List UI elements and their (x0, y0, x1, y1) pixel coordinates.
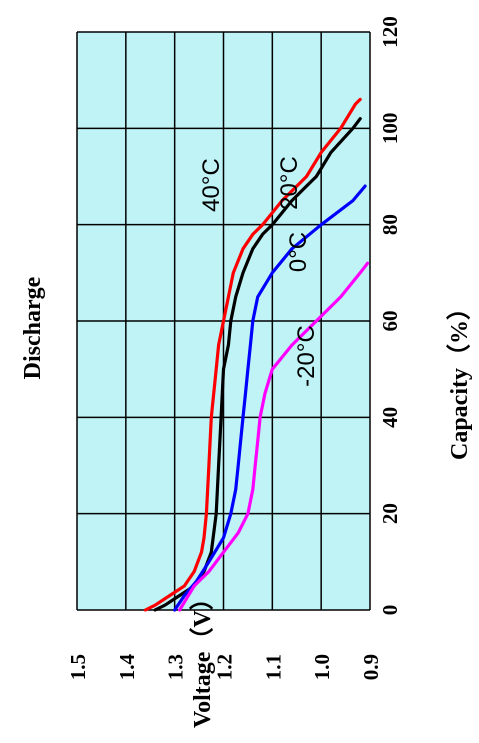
curves (143, 97, 370, 612)
series-line-2 (173, 184, 367, 612)
y-tick-label: 1.5 (66, 654, 90, 680)
y-tick-label: 1.2 (213, 654, 237, 680)
y-tick-label: 0.9 (359, 654, 383, 680)
series-line-0 (143, 97, 362, 612)
y-tick-labels: 1.5 1.4 1.3 1.2 1.1 1.0 0.9 (66, 654, 383, 681)
y-axis-label: Voltage（V） (189, 586, 216, 728)
x-tick-label: 60 (378, 311, 402, 332)
curve-label-40c: 40°C (198, 158, 225, 212)
x-axis-label: Capacity（%） (446, 296, 473, 460)
series-line-3 (178, 261, 370, 612)
curve-label-0c: 0°C (285, 232, 312, 272)
x-tick-label: 120 (378, 16, 402, 48)
curve-label-20c: 20°C (276, 156, 303, 210)
y-tick-label: 1.0 (310, 654, 334, 680)
y-tick-label: 1.4 (115, 654, 139, 681)
x-tick-label: 20 (378, 503, 402, 524)
curve-label-minus20c: -20°C (293, 325, 320, 387)
chart-title: Discharge (20, 276, 46, 379)
y-tick-label: 1.1 (261, 654, 285, 680)
x-tick-labels: 0 20 40 60 80 100 120 (378, 16, 402, 615)
x-tick-label: 80 (378, 214, 402, 235)
x-tick-label: 100 (378, 113, 402, 145)
y-tick-label: 1.3 (164, 654, 188, 680)
x-tick-label: 40 (378, 407, 402, 428)
x-tick-label: 0 (378, 605, 402, 616)
